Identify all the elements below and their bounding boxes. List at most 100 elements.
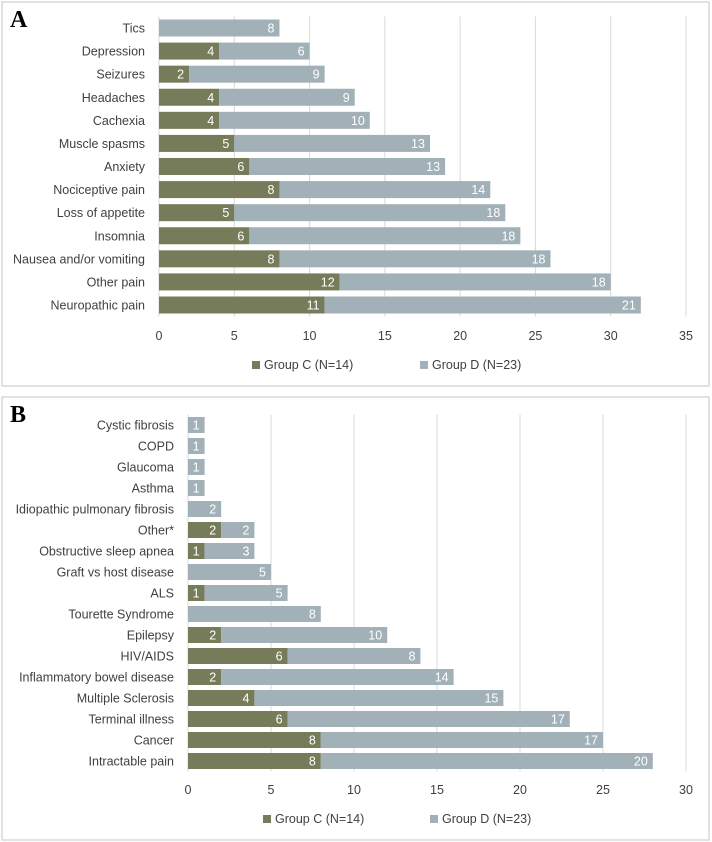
x-tick-label: 15 [378,329,392,343]
x-tick-label: 0 [185,783,192,797]
legend-swatch [263,815,271,823]
bar-group-c [159,65,190,83]
bar-group-d [254,690,504,706]
bar-group-c [159,42,220,60]
data-label: 14 [435,671,449,685]
legend-swatch [252,361,260,369]
category-label: Intractable pain [89,755,175,769]
data-label: 2 [209,671,216,685]
category-label: ALS [150,587,174,601]
legend-label: Group D (N=23) [442,812,531,826]
bar-group-d [219,111,370,129]
data-label: 4 [207,45,214,59]
data-label: 1 [193,482,200,496]
data-label: 10 [351,114,365,128]
bar-group-d [189,65,325,83]
bar-group-d [234,204,506,222]
bar-group-d [279,250,551,268]
x-tick-label: 5 [231,329,238,343]
x-tick-label: 25 [528,329,542,343]
category-label: Multiple Sclerosis [77,692,174,706]
bar-group-d [324,296,641,314]
bar-group-d [188,606,321,622]
data-label: 2 [242,524,249,538]
category-label: Neuropathic pain [50,299,145,313]
bar-group-d [339,273,611,291]
data-label: 8 [309,608,316,622]
bar-group-d [188,438,205,454]
data-label: 3 [242,545,249,559]
data-label: 5 [222,206,229,220]
data-label: 5 [222,137,229,151]
data-label: 4 [207,91,214,105]
bar-group-d [219,88,355,106]
bar-group-c [188,585,205,601]
data-label: 17 [551,713,565,727]
bar-group-c [159,204,235,222]
bar-group-c [159,88,220,106]
bar-group-c [159,158,250,175]
bar-group-c [188,711,288,727]
category-label: Epilepsy [127,629,175,643]
category-label: Tourette Syndrome [68,608,174,622]
category-label: Nociceptive pain [53,183,145,197]
category-label: Inflammatory bowel disease [19,671,174,685]
category-label: Graft vs host disease [57,566,174,580]
x-tick-label: 25 [596,783,610,797]
data-label: 8 [309,734,316,748]
category-label: Seizures [96,68,145,82]
x-tick-label: 0 [156,329,163,343]
category-label: Cystic fibrosis [97,419,174,433]
data-label: 11 [307,299,320,313]
bar-group-c [188,753,321,769]
bar-group-c [188,732,321,748]
category-label: Muscle spasms [59,137,145,151]
bar-group-d [188,564,271,580]
category-label: COPD [138,440,174,454]
bar-group-d [188,480,205,496]
bar-group-d [159,19,280,37]
category-label: Other pain [87,275,145,289]
bar-group-d [188,459,205,475]
data-label: 10 [368,629,382,643]
data-label: 9 [343,91,350,105]
data-label: 2 [209,524,216,538]
data-label: 13 [426,160,440,174]
category-label: Nausea and/or vomiting [13,252,145,266]
category-label: Cachexia [93,114,145,128]
data-label: 2 [209,503,216,517]
bar-group-c [188,627,222,643]
data-label: 9 [313,68,320,82]
data-label: 2 [209,629,216,643]
x-tick-label: 5 [268,783,275,797]
bar-group-d [320,753,653,769]
data-label: 5 [276,587,283,601]
data-label: 8 [309,755,316,769]
category-label: Loss of appetite [57,206,145,220]
bar-group-d [249,227,521,245]
bar-group-c [159,134,235,152]
data-label: 1 [193,461,200,475]
x-tick-label: 20 [453,329,467,343]
bar-group-c [188,522,222,538]
bar-group-d [320,732,603,748]
data-label: 8 [268,183,275,197]
panel-label: B [10,402,26,428]
x-tick-label: 20 [513,783,527,797]
data-label: 4 [207,114,214,128]
data-label: 8 [268,22,275,36]
legend-label: Group C (N=14) [264,358,353,372]
bar-group-d [221,669,454,685]
data-label: 1 [193,545,200,559]
bar-group-c [159,250,280,268]
data-label: 1 [193,419,200,433]
bar-group-c [188,669,222,685]
data-label: 2 [177,68,184,82]
data-label: 5 [259,566,266,580]
panel-label: A [10,7,28,33]
x-tick-label: 15 [430,783,444,797]
bar-group-d [249,158,446,175]
data-label: 17 [584,734,598,748]
data-label: 6 [276,650,283,664]
